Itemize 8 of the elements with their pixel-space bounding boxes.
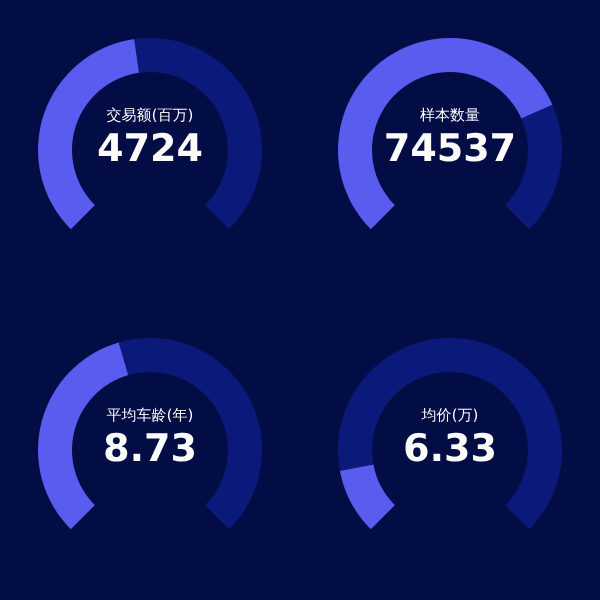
text: 均价(万): [420, 406, 478, 424]
text: 交易额(百万): [106, 106, 194, 124]
text: 平均车龄(年): [106, 406, 194, 424]
text: 样本数量: [420, 106, 480, 124]
text: 4724: [97, 126, 203, 170]
text: 6.33: [403, 426, 497, 470]
text: 74537: [384, 126, 516, 170]
text: 8.73: [103, 426, 197, 470]
